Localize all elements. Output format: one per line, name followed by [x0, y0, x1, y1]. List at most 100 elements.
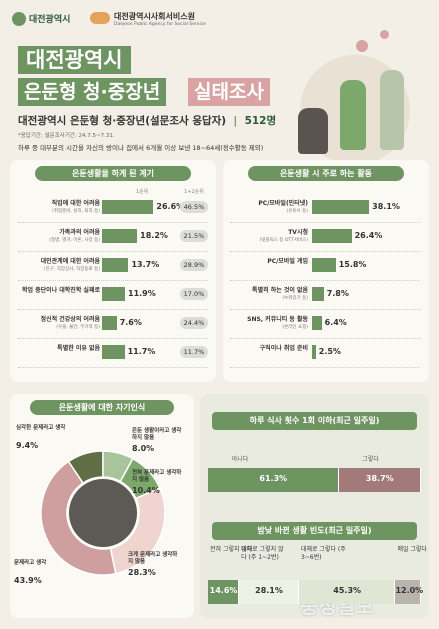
column-label: 1+2순위: [184, 189, 204, 195]
category-label: 학업 중단이나 대학진학 실패로: [21, 287, 100, 294]
slice-value: 10.4%: [132, 486, 160, 495]
bar: [312, 258, 336, 272]
illustration: [298, 108, 328, 154]
logo1: 대전광역시: [29, 15, 71, 25]
illustration: [340, 80, 366, 150]
bar: [102, 258, 129, 272]
category-sublabel: (취업준비, 실직, 퇴직 등): [52, 209, 100, 214]
subtitle-text: 대전광역시 은둔형 청·중장년(설문조사 응답자): [18, 115, 227, 127]
slice-label: 전혀 문제라고 생각하지 않음: [132, 470, 182, 483]
segment-value: 61.3%: [259, 474, 288, 483]
logo2: 대전광역시사회서비스원: [114, 12, 195, 21]
bar-segment: [208, 468, 339, 492]
bar: [102, 316, 117, 330]
category-label: 직업에 대한 어려움: [51, 200, 100, 207]
period: *응답기간: 설문조사기간: 24.7.5~7.31.: [18, 133, 115, 139]
row-rule: [18, 367, 208, 368]
row-rule: [18, 280, 208, 281]
chart-title: 은둔생활 시 주로 하는 활동: [248, 166, 404, 181]
bar: [312, 287, 324, 301]
rank-pill: 46.5%: [180, 201, 208, 213]
value-label: 11.7%: [127, 347, 156, 356]
row-rule: [18, 309, 208, 310]
category-label: SNS, 커뮤니티 등 활동: [247, 316, 308, 323]
category-label: 가족과의 어려움: [59, 229, 100, 236]
bar: [312, 316, 322, 330]
category-label: 특별한 이유 없음: [57, 345, 100, 352]
category-sublabel: (우울, 불안, 무기력 등): [56, 325, 100, 330]
rank-pill: 24.4%: [180, 317, 208, 329]
category-label: PC/모바일(인터넷): [258, 200, 308, 207]
bar-segment: [208, 580, 240, 604]
legend-label: 아니다: [231, 456, 249, 463]
chart-title: 은둔생활에 대한 자기인식: [30, 400, 174, 415]
segment-value: 45.3%: [333, 586, 362, 595]
row-rule: [230, 251, 420, 252]
value-label: 2.5%: [318, 347, 341, 356]
row-rule: [18, 222, 208, 223]
legend-label: 전혀 그렇지 않다: [210, 546, 253, 553]
note: 하루 중 대부분의 시간을 자신의 방이나 집에서 6개월 이상 보낸 18~6…: [18, 144, 264, 152]
illustration: [356, 40, 368, 52]
chart-title: 하루 식사 횟수 1회 이하(최근 일주일): [212, 412, 417, 430]
category-sublabel: (질병, 별거, 이혼, 사망 등): [49, 238, 100, 243]
title-box: 은둔형 청·중장년: [18, 78, 167, 106]
category-sublabel: (온라인 쇼핑): [282, 325, 308, 330]
row-rule: [18, 251, 208, 252]
value-label: 26.4%: [354, 231, 383, 240]
bar: [102, 229, 138, 243]
illustration: [380, 30, 389, 39]
value-label: 7.8%: [326, 289, 349, 298]
value-label: 38.1%: [372, 202, 400, 211]
category-sublabel: (유튜브 등): [286, 209, 308, 214]
donut: [40, 450, 166, 576]
bar: [102, 200, 154, 214]
value-label: 15.8%: [338, 260, 367, 269]
separator: |: [229, 115, 241, 127]
title-box: 실태조사: [188, 78, 270, 106]
value-label: 26.6%: [156, 202, 185, 211]
row-rule: [230, 309, 420, 310]
segment-value: 12.0%: [395, 586, 424, 595]
bar: [312, 229, 352, 243]
category-label: 구직이나 취업 준비: [259, 345, 308, 352]
value-label: 6.4%: [324, 318, 347, 327]
segment-value: 14.6%: [209, 586, 238, 595]
value-label: 18.2%: [140, 231, 168, 240]
slice-label: 심각한 문제라고 생각: [16, 425, 66, 431]
bar-segment: [298, 580, 396, 604]
category-label: 대인관계에 대한 어려움: [40, 258, 100, 265]
row-rule: [230, 367, 420, 368]
title-box: 대전광역시: [18, 46, 131, 74]
legend-label: 대체로 그렇지 않다 (주 1~2번): [241, 546, 284, 561]
slice-label: 크게 문제라고 생각하지 않음: [128, 552, 178, 565]
category-sublabel: (누워있기 등): [282, 296, 308, 301]
bar-segment: [239, 580, 299, 604]
rank-pill: 21.5%: [180, 230, 208, 242]
subtitle: 대전광역시 은둔형 청·중장년(설문조사 응답자) | 512명: [18, 113, 276, 128]
illustration: [380, 70, 404, 150]
column-label: 1순위: [136, 189, 149, 195]
chart-title: 은둔생활을 하게 된 계기: [35, 166, 191, 181]
bar-segment: [338, 468, 421, 492]
value-label: 7.6%: [119, 318, 142, 327]
category-label: 정신적 건강상의 어려움: [40, 316, 100, 323]
category-label: TV시청: [288, 229, 308, 236]
donut-center: [69, 479, 137, 547]
row-rule: [230, 338, 420, 339]
row-rule: [18, 338, 208, 339]
chart-title: 밤낮 바뀐 생활 빈도(최근 일주일): [212, 522, 417, 540]
bar: [102, 287, 125, 301]
legend-label: 매일 그렇다: [397, 546, 427, 553]
value-label: 11.9%: [128, 289, 156, 298]
bar: [312, 200, 370, 214]
category-sublabel: (넷플릭스 등 OTT서비스): [259, 238, 308, 243]
bar: [312, 345, 316, 359]
slice-label: 은둔 생활이라고 생각하지 않음: [132, 428, 182, 441]
slice-label: 문제라고 생각: [14, 560, 47, 566]
slice-value: 43.9%: [14, 576, 42, 585]
category-label: PC/모바일 게임: [267, 258, 308, 265]
logo-mark: [12, 12, 26, 26]
segment-value: 28.1%: [255, 586, 283, 595]
